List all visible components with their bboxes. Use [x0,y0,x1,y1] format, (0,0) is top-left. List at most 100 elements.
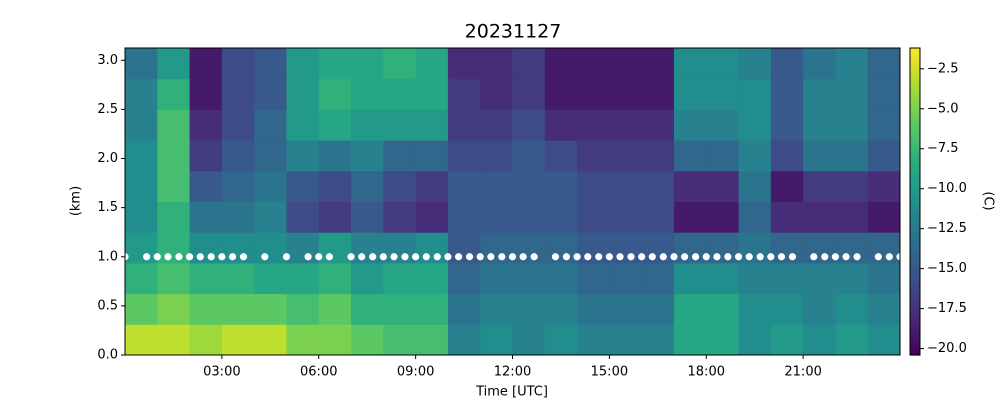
heatmap-cell [447,262,481,295]
colorbar-swatch [910,150,920,154]
heatmap-cell [157,232,191,264]
heatmap-cell [351,170,384,202]
colorbar-swatch [910,280,920,284]
marker [616,253,624,261]
heatmap-cell [835,140,869,172]
colorbar-swatch [910,247,920,251]
heatmap-cell [867,109,901,141]
heatmap-cell [641,109,675,141]
heatmap-cell [254,109,287,141]
marker [228,253,237,261]
heatmap-cell [770,232,804,264]
colorbar-tick-label: −5.0 [927,101,959,116]
colorbar-swatch [910,127,920,131]
heatmap-cell [577,262,610,295]
colorbar-swatch [910,257,920,261]
heatmap-cell [673,262,707,295]
heatmap-cell [189,140,223,172]
colorbar-swatch [910,239,920,244]
x-tick-label: 12:00 [494,365,531,380]
marker [401,253,409,261]
heatmap-cell [480,262,513,295]
heatmap-cell [189,232,223,264]
marker [562,253,571,261]
colorbar-swatch [910,78,920,82]
colorbar-swatch [910,227,920,231]
heatmap-cell [835,324,869,356]
marker [702,253,710,261]
heatmap-cell [189,324,223,356]
colorbar-swatch [910,104,920,108]
x-axis-label: Time [UTC] [475,385,548,400]
colorbar-swatch [910,188,920,192]
colorbar-swatch [910,244,920,249]
heatmap-cell [221,262,255,295]
heatmap-cell [286,293,320,325]
colorbar-swatch [910,196,920,200]
heatmap-cell [286,170,320,202]
heatmap-cell [480,48,513,80]
colorbar-swatch [910,48,920,52]
colorbar-tick-label: −17.5 [927,301,967,316]
heatmap-cell [706,262,740,295]
colorbar-swatch [910,68,920,72]
heatmap-cell [125,232,158,264]
heatmap-cell [609,48,643,80]
heatmap-cell [189,201,223,233]
heatmap-cell [738,78,772,110]
heatmap-cell [318,324,352,356]
colorbar-swatch [910,321,920,325]
heatmap-cell [157,293,191,325]
heatmap-cell [318,201,352,233]
colorbar-swatch [910,53,920,57]
colorbar-swatch [910,301,920,305]
heatmap-cell [254,293,287,325]
colorbar-swatch [910,191,920,195]
heatmap-cell [577,170,610,202]
marker [691,253,700,261]
colorbar-swatch [910,173,920,177]
heatmap-cell [738,293,772,325]
heatmap-cell [351,78,384,110]
heatmap-cell [254,170,287,202]
marker [185,253,194,261]
colorbar-swatch [910,221,920,226]
y-tick-label: 2.5 [97,102,118,117]
colorbar-swatch [910,165,920,169]
colorbar-swatch [910,260,920,264]
heatmap-cell [738,109,772,141]
heatmap-cell [286,324,320,356]
colorbar-swatch [910,296,920,300]
heatmap-cell [706,201,740,233]
heatmap-cell [415,324,449,356]
y-tick-label: 2.0 [97,151,118,166]
heatmap-cell [609,140,643,172]
colorbar-swatch [910,119,920,123]
colorbar-swatch [910,145,920,149]
colorbar-swatch [910,76,920,80]
colorbar-swatch [910,109,920,113]
marker [175,253,183,261]
colorbar-tick-label: −20.0 [927,341,967,356]
heatmap-cell [415,293,449,325]
heatmap-cell [641,48,675,80]
colorbar-swatch [910,117,920,121]
colorbar-swatch [910,311,920,315]
heatmap-cell [867,293,901,325]
heatmap-cell [351,324,384,356]
heatmap-cell [447,48,481,80]
chart-title: 20231127 [465,21,562,43]
marker [756,253,764,261]
heatmap-cell [770,109,804,141]
colorbar-swatch [910,122,920,126]
heatmap-cell [286,78,320,110]
heatmap-cell [673,48,707,80]
colorbar-swatch [910,160,920,164]
colorbar-swatch [910,334,920,338]
colorbar-swatch [910,265,920,269]
marker [508,253,517,261]
marker [767,253,775,261]
heatmap-cell [286,109,320,141]
heatmap-cell [221,170,255,202]
